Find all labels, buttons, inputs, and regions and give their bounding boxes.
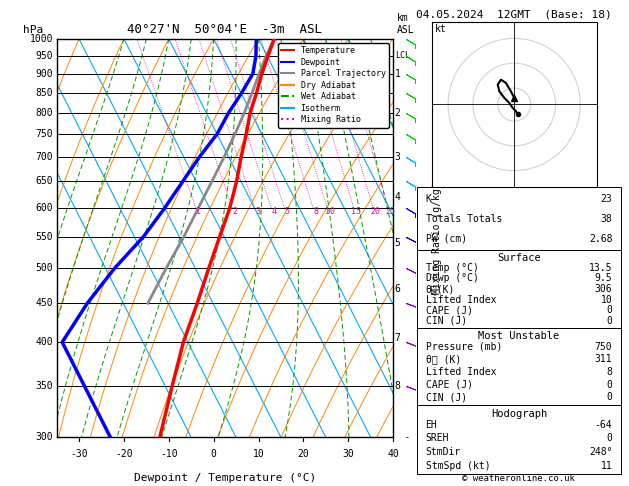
Text: CIN (J): CIN (J) — [426, 392, 467, 402]
Text: 950: 950 — [36, 51, 53, 61]
Text: 350: 350 — [36, 382, 53, 391]
Text: 5: 5 — [284, 208, 289, 216]
Text: 311: 311 — [594, 354, 613, 364]
Text: -64: -64 — [594, 420, 613, 430]
Text: K: K — [426, 194, 431, 204]
Text: 3: 3 — [255, 208, 260, 216]
Text: 23: 23 — [601, 194, 613, 204]
Text: CIN (J): CIN (J) — [426, 316, 467, 326]
Text: hPa: hPa — [23, 25, 43, 35]
Text: SREH: SREH — [426, 434, 449, 443]
Text: 40: 40 — [387, 450, 399, 459]
Text: 2.68: 2.68 — [589, 234, 613, 243]
Text: -20: -20 — [115, 450, 133, 459]
Text: Lifted Index: Lifted Index — [426, 295, 496, 305]
Text: LCL: LCL — [395, 52, 410, 60]
Text: 750: 750 — [594, 342, 613, 351]
Text: Dewp (°C): Dewp (°C) — [426, 273, 479, 283]
Text: km
ASL: km ASL — [396, 13, 414, 35]
Text: 1000: 1000 — [30, 34, 53, 44]
Text: 8: 8 — [395, 382, 401, 391]
Text: 550: 550 — [36, 232, 53, 242]
Text: 0: 0 — [606, 380, 613, 390]
Text: 2: 2 — [233, 208, 238, 216]
Text: θᴇ (K): θᴇ (K) — [426, 354, 461, 364]
Text: StmDir: StmDir — [426, 447, 461, 457]
Text: 8: 8 — [606, 367, 613, 377]
Text: 8: 8 — [313, 208, 318, 216]
Text: 4: 4 — [395, 192, 401, 202]
Text: 10: 10 — [601, 295, 613, 305]
Text: -30: -30 — [70, 450, 88, 459]
Text: 20: 20 — [298, 450, 309, 459]
Legend: Temperature, Dewpoint, Parcel Trajectory, Dry Adiabat, Wet Adiabat, Isotherm, Mi: Temperature, Dewpoint, Parcel Trajectory… — [278, 43, 389, 128]
Text: 30: 30 — [342, 450, 354, 459]
Text: CAPE (J): CAPE (J) — [426, 380, 472, 390]
Title: 40°27'N  50°04'E  -3m  ASL: 40°27'N 50°04'E -3m ASL — [127, 23, 323, 36]
Text: 650: 650 — [36, 176, 53, 187]
Text: Temp (°C): Temp (°C) — [426, 263, 479, 273]
Text: 248°: 248° — [589, 447, 613, 457]
Text: kt: kt — [435, 24, 447, 34]
Bar — [417, 187, 621, 250]
Text: PW (cm): PW (cm) — [426, 234, 467, 243]
Text: 10: 10 — [253, 450, 264, 459]
Text: 0: 0 — [606, 316, 613, 326]
Text: 600: 600 — [36, 203, 53, 213]
Text: 13.5: 13.5 — [589, 263, 613, 273]
Text: Mixing Ratio (g/kg): Mixing Ratio (g/kg) — [432, 182, 442, 294]
Text: Lifted Index: Lifted Index — [426, 367, 496, 377]
Text: Most Unstable: Most Unstable — [478, 331, 560, 341]
Text: 450: 450 — [36, 298, 53, 308]
Text: Hodograph: Hodograph — [491, 409, 547, 419]
Text: 306: 306 — [594, 284, 613, 294]
Text: 20: 20 — [370, 208, 381, 216]
Text: 10: 10 — [325, 208, 335, 216]
Text: 1: 1 — [196, 208, 201, 216]
Text: Pressure (mb): Pressure (mb) — [426, 342, 502, 351]
Text: 25: 25 — [386, 208, 396, 216]
Text: 300: 300 — [36, 433, 53, 442]
Text: StmSpd (kt): StmSpd (kt) — [426, 461, 490, 471]
Text: 3: 3 — [395, 152, 401, 162]
Text: 6: 6 — [395, 284, 401, 294]
Text: 5: 5 — [395, 238, 401, 248]
Text: 38: 38 — [601, 214, 613, 224]
Text: 0: 0 — [606, 305, 613, 315]
Text: 900: 900 — [36, 69, 53, 79]
Text: 800: 800 — [36, 108, 53, 118]
Text: © weatheronline.co.uk: © weatheronline.co.uk — [462, 474, 576, 483]
Text: 1: 1 — [395, 69, 401, 79]
Text: 11: 11 — [601, 461, 613, 471]
Text: 500: 500 — [36, 263, 53, 273]
Text: 9.5: 9.5 — [594, 273, 613, 283]
Text: Dewpoint / Temperature (°C): Dewpoint / Temperature (°C) — [134, 473, 316, 483]
Text: 700: 700 — [36, 152, 53, 162]
Bar — [417, 405, 621, 474]
Text: -10: -10 — [160, 450, 177, 459]
Text: 0: 0 — [211, 450, 216, 459]
Text: 4: 4 — [272, 208, 277, 216]
Text: 2: 2 — [395, 108, 401, 118]
Text: 850: 850 — [36, 87, 53, 98]
Text: Totals Totals: Totals Totals — [426, 214, 502, 224]
Text: θᴇ(K): θᴇ(K) — [426, 284, 455, 294]
Text: EH: EH — [426, 420, 437, 430]
Text: 750: 750 — [36, 129, 53, 139]
Title: 04.05.2024  12GMT  (Base: 18): 04.05.2024 12GMT (Base: 18) — [416, 10, 612, 20]
Text: 7: 7 — [395, 333, 401, 343]
Text: Surface: Surface — [497, 254, 541, 263]
Text: 0: 0 — [606, 434, 613, 443]
Text: 400: 400 — [36, 337, 53, 347]
Bar — [417, 250, 621, 328]
Bar — [417, 328, 621, 405]
Text: 0: 0 — [606, 392, 613, 402]
Text: 15: 15 — [351, 208, 361, 216]
Text: CAPE (J): CAPE (J) — [426, 305, 472, 315]
